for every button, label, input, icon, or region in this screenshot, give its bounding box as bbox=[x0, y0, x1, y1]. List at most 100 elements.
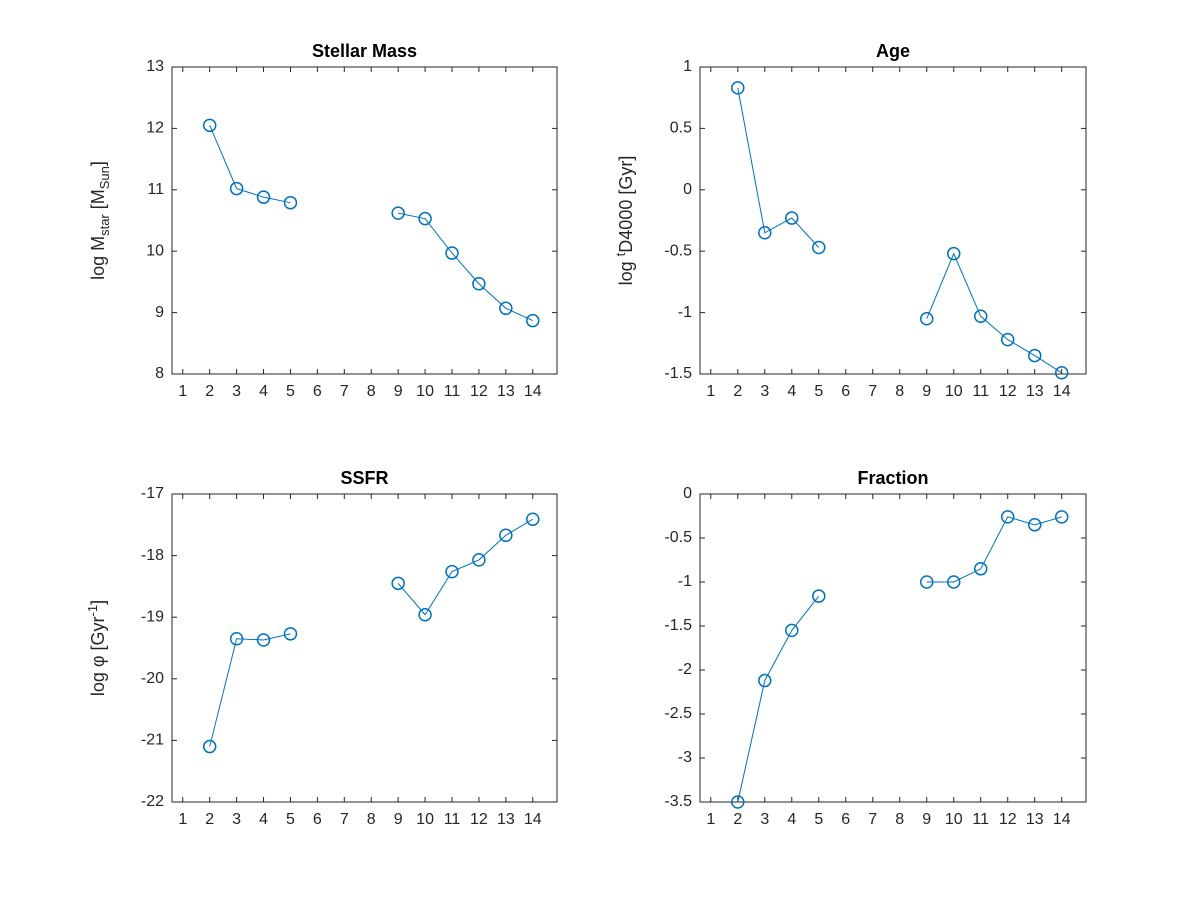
marker bbox=[973, 562, 988, 576]
x-tick-label: 11 bbox=[444, 811, 461, 828]
x-tick-label: 1 bbox=[178, 383, 187, 400]
x-tick-label: 14 bbox=[1053, 383, 1071, 400]
x-tick-label: 1 bbox=[706, 811, 715, 828]
x-tick-label: 4 bbox=[259, 383, 268, 400]
marker bbox=[812, 589, 826, 603]
x-tick-label: 12 bbox=[999, 811, 1017, 828]
x-tick-label: 7 bbox=[340, 383, 349, 400]
x-tick-label: 3 bbox=[760, 811, 769, 828]
x-tick-label: 8 bbox=[367, 811, 376, 828]
x-tick-label: 13 bbox=[497, 383, 515, 400]
marker bbox=[1027, 518, 1042, 532]
y-axis-label: log tD4000 [Gyr] bbox=[613, 156, 636, 286]
x-tick-label: 13 bbox=[1026, 383, 1044, 400]
subplot: -3.5-3-2.5-2-1.5-1-0.501 2 3 4 5 6 7 8 9 10 11 12 13… bbox=[664, 468, 1087, 828]
x-tick-label: 6 bbox=[313, 811, 322, 828]
y-tick-label: -22 bbox=[141, 793, 164, 810]
x-tick-label: 9 bbox=[394, 811, 403, 828]
marker bbox=[1054, 366, 1069, 380]
y-tick-label: -18 bbox=[141, 547, 164, 564]
x-tick-label: 2 bbox=[733, 383, 742, 400]
y-tick-label: -1 bbox=[678, 573, 692, 590]
marker bbox=[499, 301, 513, 316]
series-line bbox=[209, 518, 534, 747]
marker bbox=[283, 195, 298, 210]
x-tick-label: 13 bbox=[497, 811, 515, 828]
y-tick-label: 8 bbox=[155, 365, 164, 382]
marker bbox=[812, 240, 826, 255]
y-tick-label: -1.5 bbox=[664, 365, 692, 382]
y-tick-label: -20 bbox=[141, 670, 164, 687]
y-tick-label: 0 bbox=[683, 485, 692, 502]
x-tick-label: 10 bbox=[416, 811, 434, 828]
x-tick-label: 12 bbox=[470, 383, 488, 400]
marker bbox=[919, 575, 934, 589]
marker bbox=[785, 623, 799, 638]
x-tick-label: 9 bbox=[394, 383, 403, 400]
marker bbox=[418, 211, 432, 226]
y-axis-label-part: ] bbox=[88, 161, 108, 166]
marker bbox=[445, 246, 459, 260]
marker bbox=[229, 181, 244, 196]
marker bbox=[472, 276, 486, 291]
marker bbox=[391, 206, 405, 220]
marker bbox=[1000, 510, 1015, 524]
x-tick-label: 10 bbox=[416, 383, 434, 400]
x-tick-label: 7 bbox=[868, 383, 877, 400]
x-tick-label: 14 bbox=[524, 383, 542, 400]
x-tick-label: 1 bbox=[706, 383, 715, 400]
axes-box bbox=[171, 66, 558, 375]
x-tick-label: 5 bbox=[814, 811, 823, 828]
x-tick-label: 5 bbox=[814, 383, 823, 400]
x-tick-label: 10 bbox=[945, 383, 963, 400]
x-tick-label: 2 bbox=[205, 811, 214, 828]
x-tick-label: 12 bbox=[470, 811, 488, 828]
y-tick-label: -19 bbox=[141, 608, 164, 625]
marker bbox=[256, 633, 271, 647]
chart-title: SSFR bbox=[340, 468, 388, 488]
marker bbox=[946, 575, 961, 589]
x-tick-label: 7 bbox=[340, 811, 349, 828]
y-axis-label-part: log φ [Gyr bbox=[88, 616, 108, 696]
y-tick-label: -0.5 bbox=[664, 242, 692, 259]
x-tick-label: 3 bbox=[760, 383, 769, 400]
marker bbox=[1027, 348, 1042, 363]
subplot: -1.5-1-0.500.511 2 3 4 5 6 7 8 9 10 11 12 13 14Agelog… bbox=[613, 41, 1087, 400]
y-tick-label: -3 bbox=[678, 749, 692, 766]
x-tick-label: 4 bbox=[787, 383, 796, 400]
y-axis-label-part: [M bbox=[88, 189, 108, 214]
marker bbox=[283, 627, 298, 641]
x-tick-label: 4 bbox=[787, 811, 796, 828]
y-axis-label-part: ] bbox=[88, 600, 108, 605]
y-tick-label: -0.5 bbox=[664, 529, 692, 546]
y-tick-label: -1 bbox=[678, 304, 692, 321]
x-tick-label: 11 bbox=[444, 383, 461, 400]
y-tick-label: 9 bbox=[155, 304, 164, 321]
y-tick-label: 1 bbox=[683, 58, 692, 75]
y-axis-label-part: D4000 [Gyr] bbox=[616, 156, 636, 253]
x-tick-label: 9 bbox=[922, 383, 931, 400]
marker bbox=[946, 246, 961, 261]
x-tick-label: 8 bbox=[895, 383, 904, 400]
y-axis-label-part: Sun bbox=[97, 166, 112, 189]
x-tick-label: 10 bbox=[945, 811, 963, 828]
y-tick-label: -3.5 bbox=[664, 793, 692, 810]
y-axis-label: log φ [Gyr-1] bbox=[85, 600, 108, 696]
y-tick-label: 12 bbox=[146, 120, 164, 137]
marker bbox=[758, 226, 772, 240]
x-tick-label: 4 bbox=[259, 811, 268, 828]
y-axis-label-part: -1 bbox=[85, 605, 100, 617]
marker bbox=[229, 632, 244, 646]
x-tick-label: 2 bbox=[733, 811, 742, 828]
y-tick-label: -17 bbox=[141, 485, 164, 502]
x-tick-label: 8 bbox=[895, 811, 904, 828]
marker bbox=[731, 81, 745, 95]
y-tick-label: -1.5 bbox=[664, 617, 692, 634]
y-tick-label: 0.5 bbox=[670, 120, 692, 137]
x-tick-label: 11 bbox=[972, 811, 989, 828]
marker bbox=[472, 553, 486, 567]
series-line bbox=[209, 125, 533, 322]
y-tick-label: 11 bbox=[147, 181, 164, 198]
marker bbox=[758, 673, 772, 688]
